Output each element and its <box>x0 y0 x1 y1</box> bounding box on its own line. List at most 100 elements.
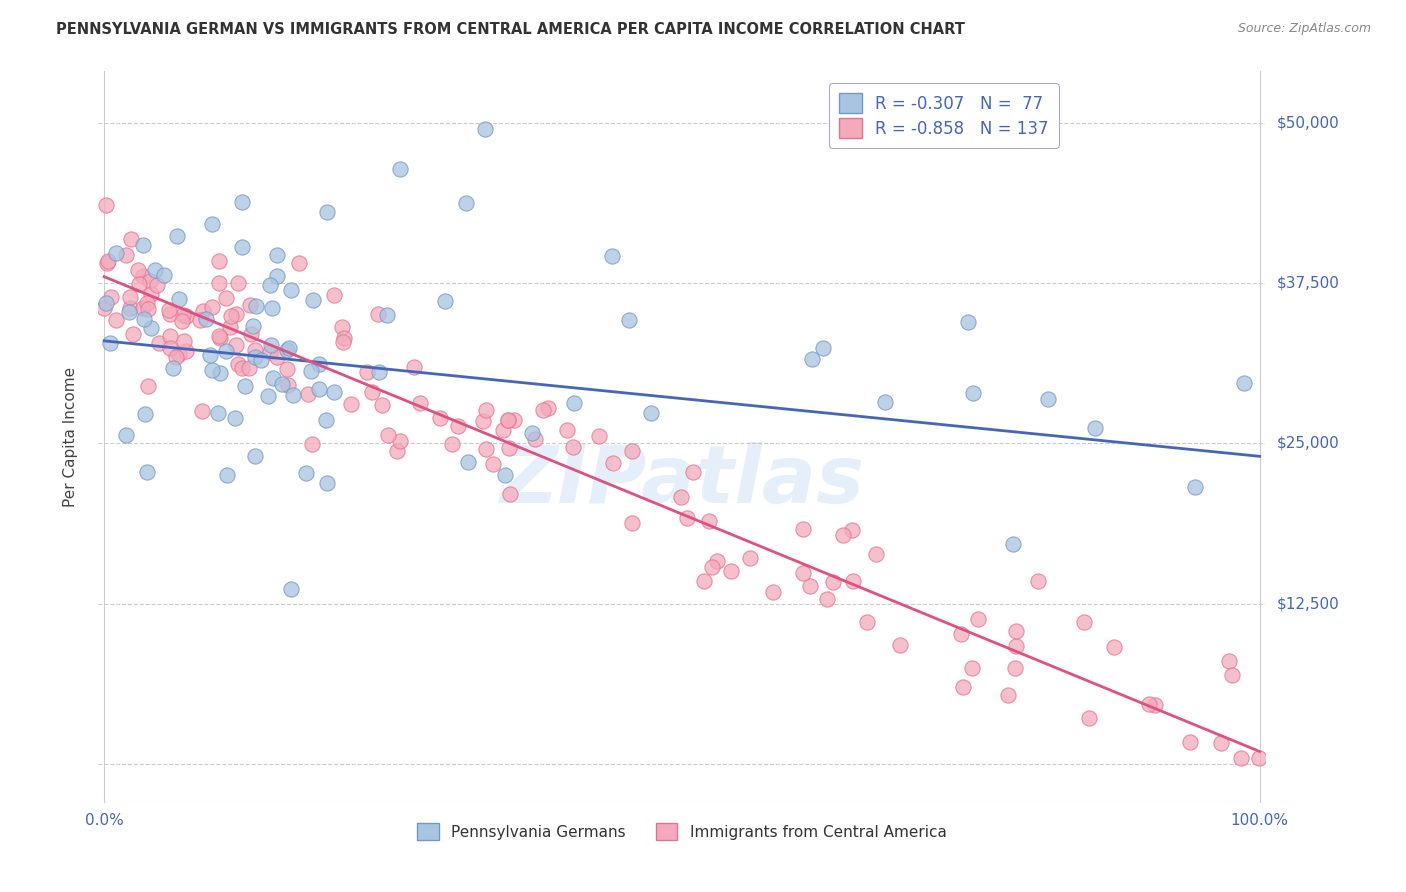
Point <box>134 407 156 421</box>
Point <box>167 347 190 361</box>
Point <box>1004 639 1026 653</box>
Point <box>277 378 299 392</box>
Point <box>1083 420 1105 434</box>
Point <box>278 341 301 355</box>
Point <box>233 379 256 393</box>
Point <box>225 307 247 321</box>
Point <box>855 615 877 629</box>
Point <box>97 254 120 268</box>
Point <box>498 487 520 501</box>
Point <box>371 398 394 412</box>
Y-axis label: Per Capita Income: Per Capita Income <box>63 367 77 508</box>
Point <box>294 466 316 480</box>
Point <box>153 268 176 283</box>
Text: $25,000: $25,000 <box>1277 436 1340 451</box>
Point <box>280 284 302 298</box>
Point <box>966 612 988 626</box>
Point <box>200 348 222 362</box>
Point <box>531 403 554 417</box>
Point <box>120 290 142 304</box>
Point <box>128 277 150 292</box>
Point <box>333 331 356 345</box>
Point <box>620 516 643 530</box>
Point <box>301 436 323 450</box>
Point <box>231 361 253 376</box>
Point <box>100 290 122 304</box>
Point <box>1218 654 1240 668</box>
Point <box>266 350 288 364</box>
Point <box>208 331 231 345</box>
Point <box>249 352 271 367</box>
Point <box>132 269 155 284</box>
Point <box>143 263 166 277</box>
Point <box>316 205 339 219</box>
Point <box>675 511 697 525</box>
Point <box>706 554 728 568</box>
Point <box>157 302 180 317</box>
Point <box>259 344 281 359</box>
Point <box>330 319 353 334</box>
Point <box>174 344 197 359</box>
Point <box>215 468 238 483</box>
Text: $12,500: $12,500 <box>1277 597 1340 611</box>
Point <box>299 364 322 378</box>
Point <box>118 305 141 319</box>
Point <box>385 443 408 458</box>
Point <box>105 313 128 327</box>
Point <box>524 432 547 446</box>
Point <box>215 291 238 305</box>
Point <box>447 419 470 434</box>
Point <box>813 342 835 356</box>
Point <box>120 232 142 246</box>
Point <box>190 403 212 417</box>
Legend: Pennsylvania Germans, Immigrants from Central America: Pennsylvania Germans, Immigrants from Ce… <box>411 816 953 847</box>
Point <box>228 357 250 371</box>
Point <box>457 455 479 469</box>
Point <box>502 413 524 427</box>
Point <box>194 311 217 326</box>
Point <box>231 240 253 254</box>
Point <box>165 350 187 364</box>
Point <box>1038 392 1060 406</box>
Point <box>409 396 432 410</box>
Point <box>562 396 585 410</box>
Point <box>962 386 984 401</box>
Point <box>245 449 267 463</box>
Point <box>208 366 231 380</box>
Point <box>259 277 281 292</box>
Point <box>1002 537 1025 551</box>
Point <box>957 315 980 329</box>
Point <box>792 566 814 581</box>
Point <box>283 388 305 402</box>
Point <box>276 362 298 376</box>
Point <box>621 444 644 458</box>
Point <box>738 550 761 565</box>
Point <box>817 591 839 606</box>
Point <box>231 194 253 209</box>
Point <box>166 228 188 243</box>
Point <box>1178 735 1201 749</box>
Point <box>226 276 249 290</box>
Point <box>492 423 515 437</box>
Point <box>472 414 495 428</box>
Point <box>429 411 451 425</box>
Point <box>93 301 115 315</box>
Point <box>682 465 704 479</box>
Point <box>1139 697 1161 711</box>
Point <box>174 309 197 323</box>
Point <box>433 293 456 308</box>
Point <box>270 377 292 392</box>
Point <box>239 297 262 311</box>
Point <box>865 547 887 561</box>
Point <box>697 514 720 528</box>
Point <box>225 338 247 352</box>
Point <box>498 441 520 455</box>
Point <box>356 365 378 379</box>
Point <box>1233 376 1256 390</box>
Point <box>288 256 311 270</box>
Text: $37,500: $37,500 <box>1277 276 1340 291</box>
Point <box>1005 624 1028 639</box>
Point <box>842 574 865 588</box>
Point <box>949 627 972 641</box>
Point <box>115 428 138 442</box>
